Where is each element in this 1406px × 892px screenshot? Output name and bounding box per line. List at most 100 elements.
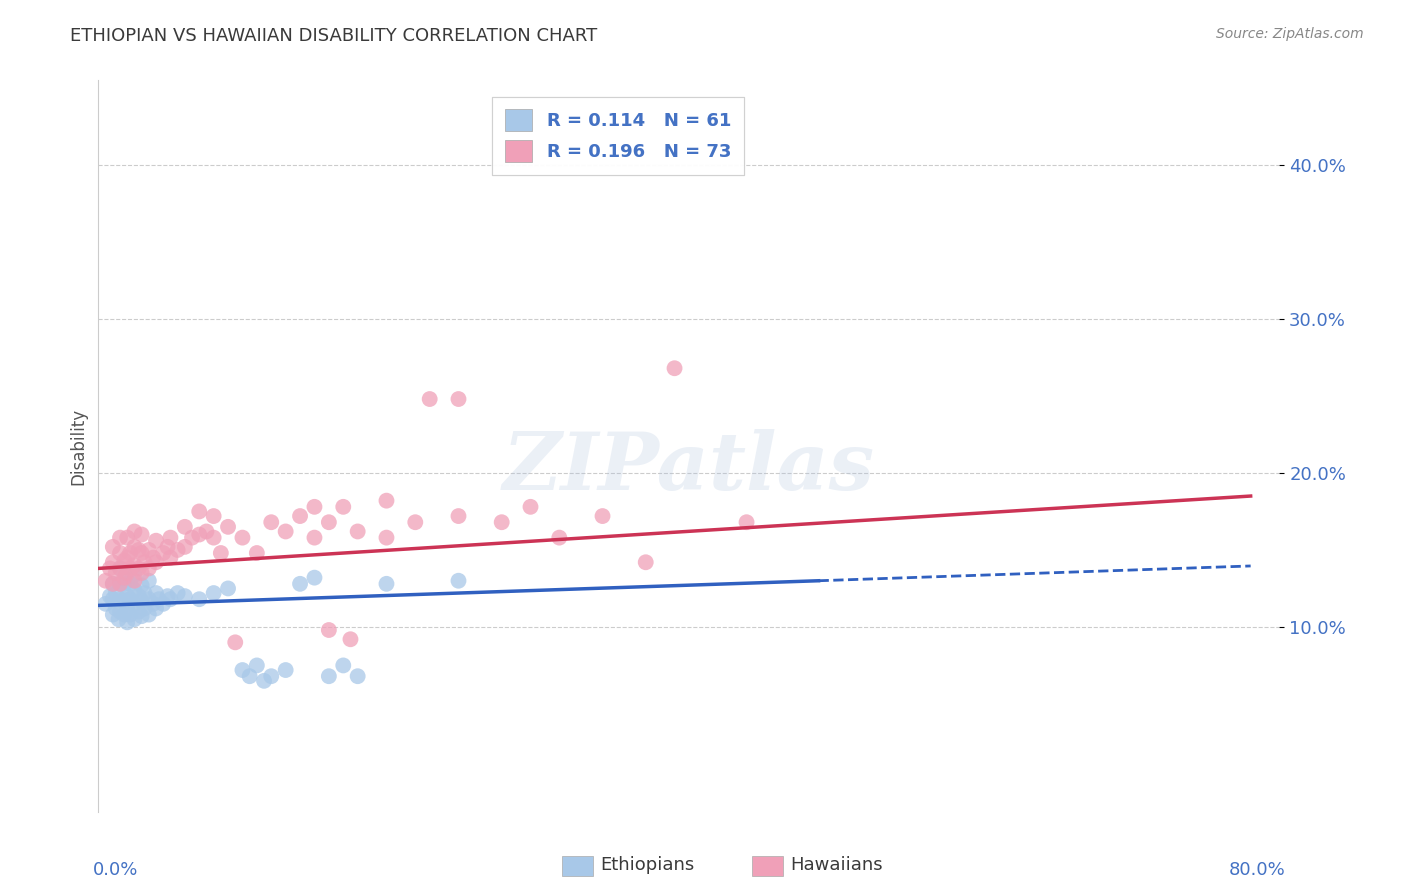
Point [346, 524, 368, 539]
Point [131, 593, 153, 607]
Point [128, 605, 150, 619]
Point [202, 531, 225, 545]
Point [138, 543, 160, 558]
Point [108, 546, 131, 560]
Point [138, 592, 160, 607]
Point [239, 669, 262, 683]
Point [304, 500, 326, 514]
Point [166, 543, 188, 558]
Point [260, 669, 283, 683]
Point [274, 524, 297, 539]
Point [173, 589, 195, 603]
Point [131, 578, 153, 592]
Point [120, 546, 142, 560]
Point [548, 531, 571, 545]
Point [375, 531, 398, 545]
Point [101, 555, 124, 569]
Point [159, 592, 181, 607]
Point [166, 586, 188, 600]
Y-axis label: Disability: Disability [69, 408, 87, 484]
Point [145, 533, 167, 548]
Point [181, 531, 204, 545]
Point [98, 561, 121, 575]
Point [519, 500, 541, 514]
Point [131, 527, 153, 541]
Point [592, 509, 614, 524]
Point [124, 567, 146, 582]
Point [156, 540, 179, 554]
Point [664, 361, 686, 376]
Point [98, 589, 121, 603]
Point [156, 589, 179, 603]
Point [253, 673, 276, 688]
Point [101, 607, 124, 622]
Point [202, 586, 225, 600]
Point [120, 561, 142, 575]
Point [318, 515, 340, 529]
Point [112, 592, 135, 607]
Point [188, 527, 211, 541]
Point [108, 561, 131, 575]
Point [108, 561, 131, 575]
Point [188, 504, 211, 518]
Point [120, 592, 142, 607]
Point [159, 550, 181, 565]
Point [107, 612, 129, 626]
Point [115, 566, 138, 580]
Point [115, 550, 138, 565]
Point [128, 561, 150, 575]
Point [131, 566, 153, 580]
Point [447, 509, 470, 524]
Point [304, 571, 326, 585]
Point [231, 531, 253, 545]
Point [332, 658, 354, 673]
Point [318, 669, 340, 683]
Point [134, 555, 156, 569]
Point [112, 571, 135, 585]
Point [142, 550, 165, 565]
Point [375, 577, 398, 591]
Point [128, 543, 150, 558]
Point [145, 601, 167, 615]
Point [94, 597, 117, 611]
Text: Ethiopians: Ethiopians [600, 856, 695, 874]
Point [339, 632, 361, 647]
Point [318, 623, 340, 637]
Point [138, 607, 160, 622]
Point [246, 546, 269, 560]
Text: 80.0%: 80.0% [1229, 861, 1285, 879]
Point [124, 558, 146, 573]
Point [224, 635, 246, 649]
Point [274, 663, 297, 677]
Point [288, 577, 311, 591]
Point [134, 586, 156, 600]
Point [120, 577, 142, 591]
Point [260, 515, 283, 529]
Point [138, 561, 160, 575]
Text: ETHIOPIAN VS HAWAIIAN DISABILITY CORRELATION CHART: ETHIOPIAN VS HAWAIIAN DISABILITY CORRELA… [70, 27, 598, 45]
Point [112, 607, 135, 622]
Point [101, 592, 124, 607]
Point [332, 500, 354, 514]
Point [112, 577, 135, 591]
Point [115, 574, 138, 588]
Point [124, 524, 146, 539]
Point [108, 577, 131, 591]
Point [124, 574, 146, 588]
Text: 0.0%: 0.0% [93, 861, 138, 879]
Point [148, 592, 170, 607]
Point [131, 609, 153, 624]
Point [101, 577, 124, 591]
Point [159, 531, 181, 545]
Point [104, 601, 127, 615]
Point [101, 540, 124, 554]
Point [246, 658, 269, 673]
Point [173, 540, 195, 554]
Text: Hawaiians: Hawaiians [790, 856, 883, 874]
Point [115, 601, 138, 615]
Point [145, 555, 167, 569]
Point [152, 546, 174, 560]
Point [288, 509, 311, 524]
Point [124, 582, 146, 597]
Point [447, 392, 470, 406]
